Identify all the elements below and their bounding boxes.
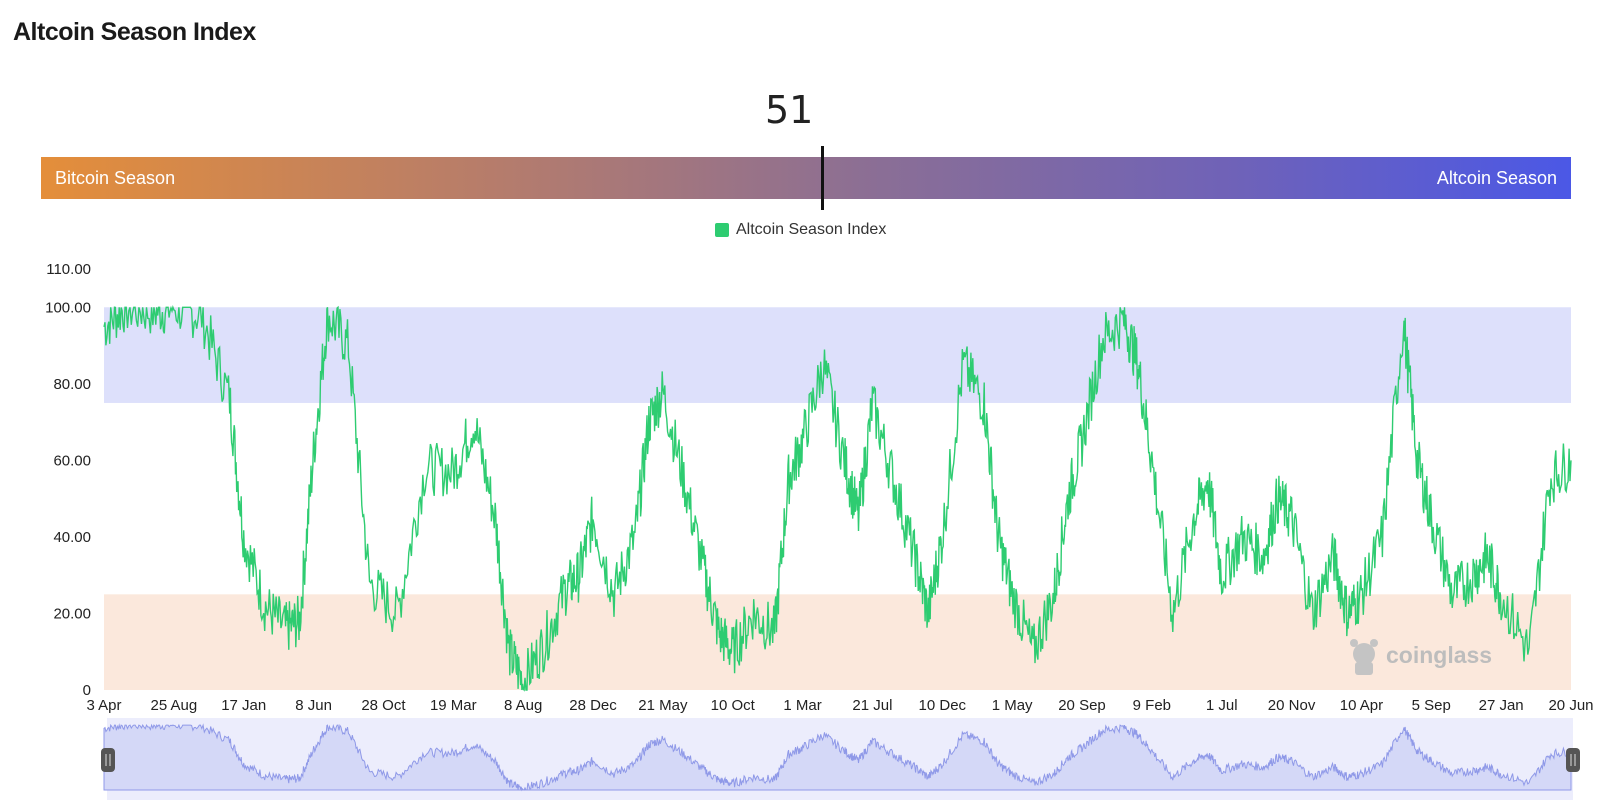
coinglass-watermark: coinglass: [1350, 639, 1492, 675]
x-tick-label: 5 Sep: [1412, 697, 1451, 714]
x-tick-label: 21 Jul: [852, 697, 892, 714]
y-tick-label: 60.00: [53, 452, 91, 469]
page-title: Altcoin Season Index: [13, 18, 256, 46]
coinglass-logo-icon: [1350, 639, 1378, 675]
y-axis: 0 20.00 40.00 60.00 80.00 100.00 110.00: [45, 261, 91, 699]
gauge-right-label: Altcoin Season: [1436, 168, 1557, 188]
x-tick-label: 1 May: [992, 697, 1033, 714]
y-tick-label: 100.00: [45, 299, 91, 316]
x-tick-label: 1 Jul: [1206, 697, 1238, 714]
x-tick-label: 9 Feb: [1133, 697, 1171, 714]
y-tick-label: 40.00: [53, 529, 91, 546]
band-bitcoin-season: [104, 594, 1571, 690]
x-tick-label: 10 Oct: [711, 697, 756, 714]
series-line-altcoin-season-index: [103, 304, 1572, 692]
navigator-mini-series: [103, 723, 1572, 792]
x-tick-label: 21 May: [638, 697, 688, 714]
x-axis: 3 Apr 25 Aug 17 Jan 8 Jun 28 Oct 19 Mar 8 Aug 2…: [86, 697, 1593, 714]
x-tick-label: 20 Sep: [1058, 697, 1106, 714]
gauge-needle: [821, 146, 824, 210]
y-tick-label: 80.00: [53, 376, 91, 393]
x-tick-label: 25 Aug: [150, 697, 197, 714]
watermark-text: coinglass: [1386, 642, 1492, 668]
x-tick-label: 27 Jan: [1479, 697, 1524, 714]
y-tick-label: 0: [83, 682, 91, 699]
navigator-left-handle[interactable]: [101, 748, 115, 772]
chart-legend[interactable]: Altcoin Season Index: [715, 221, 886, 239]
x-tick-label: 10 Dec: [919, 697, 967, 714]
y-tick-label: 110.00: [46, 261, 91, 278]
x-tick-label: 28 Dec: [569, 697, 617, 714]
range-navigator[interactable]: [101, 718, 1580, 800]
legend-swatch: [715, 223, 729, 237]
gauge-bar: Bitcoin Season Altcoin Season: [41, 157, 1571, 199]
x-tick-label: 1 Mar: [783, 697, 821, 714]
y-tick-label: 20.00: [53, 605, 91, 622]
gauge-left-label: Bitcoin Season: [55, 168, 176, 188]
navigator-right-handle[interactable]: [1566, 748, 1580, 772]
series-layer: [103, 304, 1572, 692]
x-tick-label: 10 Apr: [1340, 697, 1383, 714]
x-tick-label: 17 Jan: [221, 697, 266, 714]
x-tick-label: 3 Apr: [86, 697, 121, 714]
legend-label: Altcoin Season Index: [736, 221, 887, 238]
x-tick-label: 8 Jun: [295, 697, 332, 714]
x-tick-label: 20 Jun: [1548, 697, 1593, 714]
x-tick-label: 8 Aug: [504, 697, 542, 714]
x-tick-label: 20 Nov: [1268, 697, 1316, 714]
x-tick-label: 19 Mar: [430, 697, 477, 714]
x-tick-label: 28 Oct: [361, 697, 406, 714]
